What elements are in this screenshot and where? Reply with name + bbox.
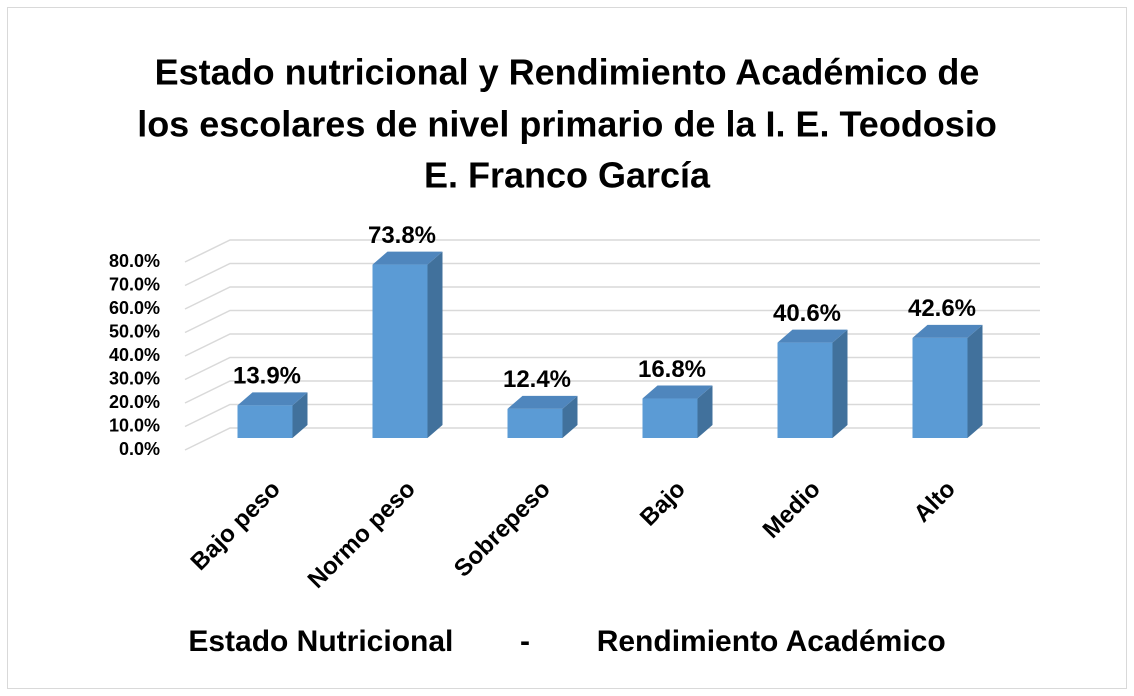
y-tick-label: 60.0% [109, 298, 160, 318]
bar-top [237, 392, 308, 406]
y-tick-label: 20.0% [109, 392, 160, 412]
grid-line [184, 403, 1040, 428]
bar [642, 385, 713, 438]
grid-line [184, 380, 1040, 404]
chart-title: los escolares de nivel primario de la I.… [137, 104, 997, 145]
y-tick-label: 0.0% [119, 439, 160, 459]
grid-line [184, 262, 1040, 287]
bar-side [292, 392, 308, 438]
data-label: 12.4% [503, 366, 571, 393]
data-label: 40.6% [773, 300, 841, 327]
data-label: 42.6% [908, 295, 976, 322]
grid-line [184, 286, 1040, 310]
y-tick-label: 50.0% [109, 321, 160, 341]
grid-line [184, 427, 1040, 451]
chart-title: Estado nutricional y Rendimiento Académi… [155, 52, 980, 93]
y-tick-label: 30.0% [109, 368, 160, 388]
bar [777, 329, 848, 438]
x-axis-label: Estado Nutricional - Rendimiento Académi… [188, 625, 945, 658]
bar [507, 395, 578, 438]
bar-side [967, 324, 983, 438]
bar-front [777, 342, 833, 438]
y-tick-label: 70.0% [109, 274, 160, 294]
bar-front [237, 405, 293, 438]
y-tick-label: 10.0% [109, 415, 160, 435]
bar-top [912, 324, 983, 338]
bar-front [642, 398, 698, 438]
bar-side [832, 329, 848, 438]
bar-side [427, 251, 443, 438]
data-label: 73.8% [368, 222, 436, 249]
bar [912, 324, 983, 438]
bar-front [507, 408, 563, 438]
grid-line [184, 309, 1040, 334]
y-tick-label: 80.0% [109, 251, 160, 271]
bar-side [562, 395, 578, 438]
bar-top [642, 385, 713, 399]
bar-top [507, 395, 578, 409]
data-label: 16.8% [638, 356, 706, 383]
bar-side [697, 385, 713, 438]
data-label: 13.9% [233, 363, 301, 390]
bar [237, 392, 308, 438]
chart-title: E. Franco García [424, 155, 711, 196]
bar-front [912, 337, 968, 438]
bar-top [777, 329, 848, 343]
bar-top [372, 251, 443, 265]
bar-front [372, 264, 428, 438]
y-tick-label: 40.0% [109, 345, 160, 365]
grid-line [184, 333, 1040, 357]
grid-line [184, 239, 1040, 263]
grid-line [184, 356, 1040, 381]
bar [372, 251, 443, 438]
